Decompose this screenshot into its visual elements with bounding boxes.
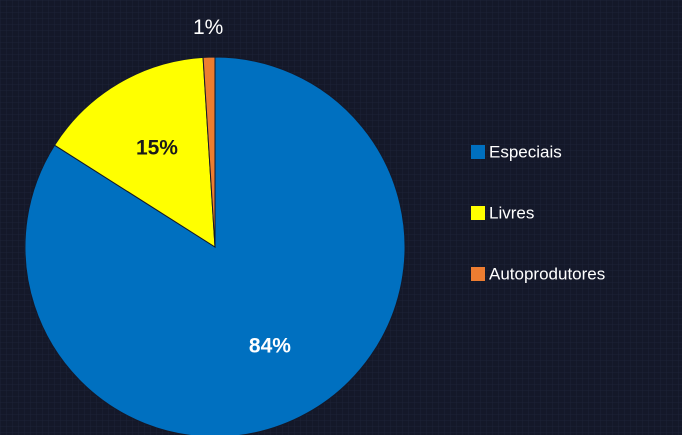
pie-slice	[53, 56, 216, 248]
legend-label: Autoprodutores	[489, 264, 605, 283]
legend-swatch	[471, 206, 485, 220]
legend-label: Livres	[489, 203, 534, 222]
legend-swatch	[471, 267, 485, 281]
legend-swatch	[471, 145, 485, 159]
pie-slice	[202, 56, 216, 248]
data-label: 1%	[193, 16, 223, 39]
data-label: 15%	[136, 136, 178, 159]
legend-label: Especiais	[489, 142, 562, 161]
data-label: 84%	[249, 334, 291, 357]
